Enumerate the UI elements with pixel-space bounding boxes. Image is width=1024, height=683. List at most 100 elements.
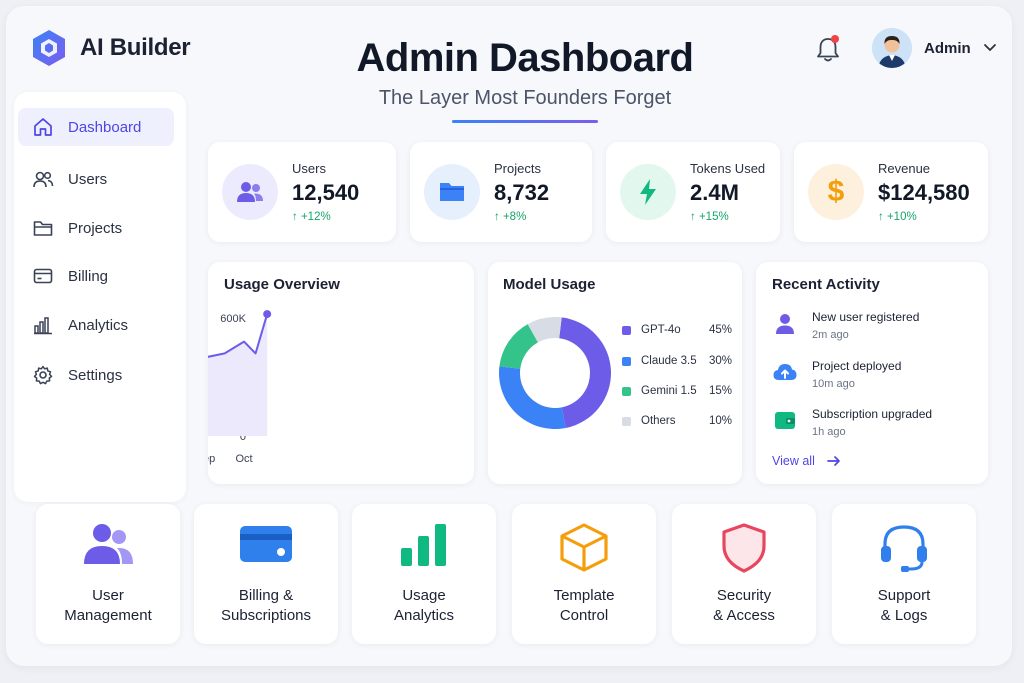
dollar-icon: $: [827, 175, 845, 208]
sidebar-item-billing[interactable]: Billing: [18, 257, 174, 295]
sidebar-item-users[interactable]: Users: [18, 160, 174, 198]
tile-label: Billing & Subscriptions: [220, 587, 312, 624]
donut-slice: [499, 324, 538, 369]
stat-icon-bg: $: [808, 164, 864, 220]
tile-label: Template Control: [553, 587, 615, 624]
headset-icon: [881, 525, 927, 572]
stat-card-revenue[interactable]: $ Revenue $124,580 ↑ +10%: [794, 142, 988, 242]
brand[interactable]: AI Builder: [30, 28, 191, 68]
stat-icon-bg: [620, 164, 676, 220]
user-menu[interactable]: Admin: [872, 28, 997, 68]
arrow-up-icon: ↑: [878, 211, 887, 223]
cube-logo-icon: [33, 30, 65, 66]
tile-template-control[interactable]: Template Control: [512, 504, 656, 644]
tile-security-access[interactable]: Security & Access: [672, 504, 816, 644]
usage-overview-card: Usage Overview 0200K400K600KMayJunJulAug…: [208, 262, 474, 484]
recent-activity-title: Recent Activity: [772, 276, 880, 293]
tile-label: User Management: [64, 587, 152, 624]
credit-card-icon: [240, 526, 292, 562]
page-title: Admin Dashboard: [356, 36, 694, 80]
tile-label: Support & Logs: [877, 587, 931, 624]
usage-end-point: [263, 310, 272, 319]
stat-label: Projects: [494, 161, 541, 176]
stat-card-users[interactable]: Users 12,540 ↑ +12%: [208, 142, 396, 242]
stat-change: ↑ +15%: [690, 211, 729, 223]
usage-line: [208, 313, 269, 358]
view-all-link[interactable]: View all: [772, 454, 841, 468]
bar-chart-icon: [34, 317, 52, 335]
users-icon: [237, 182, 263, 202]
donut-slice: [499, 366, 566, 429]
tile-support-logs[interactable]: Support & Logs: [832, 504, 976, 644]
stat-value: 12,540: [292, 180, 360, 205]
bar-chart-icon: [401, 524, 446, 566]
x-tick-label: Sep: [208, 453, 215, 465]
model-usage-card: Model Usage: [488, 262, 742, 484]
title-underline: [452, 120, 598, 123]
activity-item[interactable]: New user registered 2m ago: [772, 310, 919, 341]
sidebar-item-label: Users: [68, 170, 108, 188]
bell-icon: [817, 35, 839, 62]
donut-slice: [527, 317, 562, 343]
stat-change: ↑ +8%: [494, 211, 527, 223]
stat-icon-bg: [424, 164, 480, 220]
avatar: [872, 28, 912, 68]
legend-item: Claude 3.5 30%: [622, 355, 732, 367]
view-all-label: View all: [772, 454, 815, 468]
stat-icon-bg: [222, 164, 278, 220]
arrow-up-icon: ↑: [494, 211, 503, 223]
legend-item: Others 10%: [622, 415, 732, 427]
user-icon: [776, 314, 794, 334]
sidebar-item-analytics[interactable]: Analytics: [18, 306, 174, 344]
stat-card-projects[interactable]: Projects 8,732 ↑ +8%: [410, 142, 592, 242]
sidebar-item-label: Billing: [68, 267, 109, 285]
chevron-down-icon: [983, 44, 996, 51]
brand-name: AI Builder: [80, 34, 191, 61]
users-icon: [33, 171, 54, 188]
gear-icon: [33, 365, 53, 385]
stat-label: Users: [292, 161, 326, 176]
user-group-icon: [84, 524, 133, 564]
donut-slice: [559, 317, 611, 428]
activity-title: Project deployed: [812, 359, 902, 373]
sidebar-item-label: Projects: [68, 219, 123, 237]
stat-change: ↑ +10%: [878, 211, 917, 223]
activity-time: 1h ago: [812, 426, 846, 438]
stat-change: ↑ +12%: [292, 211, 331, 223]
activity-time: 10m ago: [812, 378, 855, 390]
folder-icon: [33, 221, 53, 236]
x-tick-label: Oct: [235, 453, 252, 465]
activity-item[interactable]: Project deployed 10m ago: [772, 359, 901, 390]
usage-overview-title: Usage Overview: [224, 276, 340, 293]
sidebar-item-settings[interactable]: Settings: [18, 356, 174, 394]
box-icon: [560, 523, 608, 572]
notifications-button[interactable]: [814, 34, 842, 64]
activity-title: New user registered: [812, 310, 920, 324]
model-usage-donut: [499, 317, 611, 429]
tile-user-management[interactable]: User Management: [36, 504, 180, 644]
sidebar-item-label: Dashboard: [68, 118, 142, 136]
credit-card-icon: [33, 268, 53, 284]
stat-value: $124,580: [878, 180, 970, 205]
sidebar: Dashboard Users Projects Billing Analyti…: [14, 92, 186, 502]
usage-area: [208, 314, 268, 436]
activity-time: 2m ago: [812, 329, 849, 341]
activity-item[interactable]: Subscription upgraded 1h ago: [772, 407, 932, 438]
tile-billing-subscriptions[interactable]: Billing & Subscriptions: [194, 504, 338, 644]
wallet-icon: [775, 412, 795, 429]
sidebar-item-dashboard[interactable]: Dashboard: [18, 108, 174, 146]
sidebar-item-label: Analytics: [68, 316, 129, 334]
stat-card-tokens[interactable]: Tokens Used 2.4M ↑ +15%: [606, 142, 780, 242]
arrow-up-icon: ↑: [690, 211, 699, 223]
arrow-right-icon: [827, 456, 840, 466]
tile-label: Usage Analytics: [393, 587, 455, 624]
page-header: Admin Dashboard The Layer Most Founders …: [300, 36, 750, 123]
y-tick-label: 600K: [220, 313, 246, 325]
folder-icon: [440, 183, 464, 201]
arrow-up-icon: ↑: [292, 211, 301, 223]
page-subtitle: The Layer Most Founders Forget: [378, 87, 672, 109]
sidebar-item-projects[interactable]: Projects: [18, 209, 174, 247]
tile-usage-analytics[interactable]: Usage Analytics: [352, 504, 496, 644]
home-icon: [34, 118, 52, 136]
y-tick-label: 0: [240, 431, 246, 443]
